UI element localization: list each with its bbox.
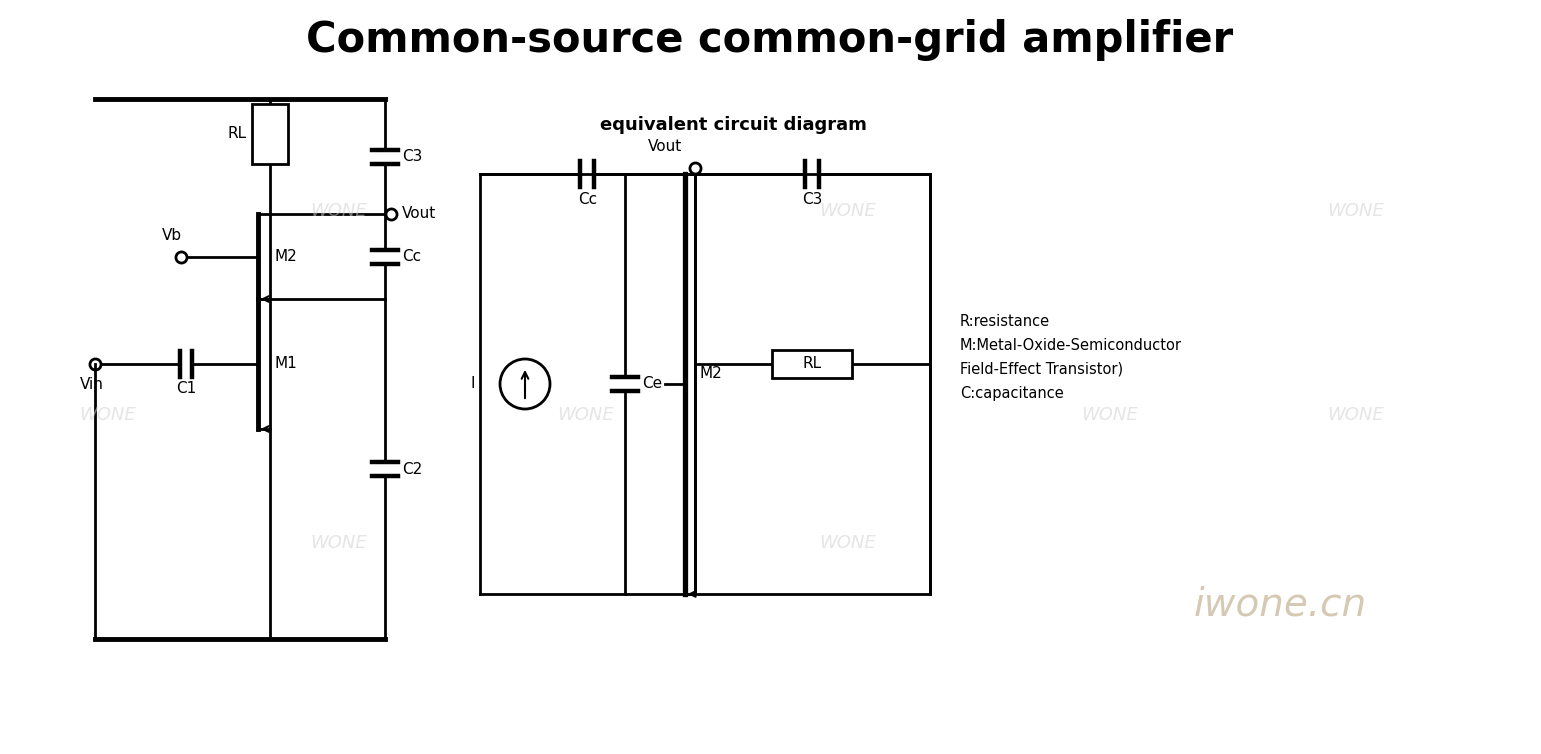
Text: Vout: Vout bbox=[647, 139, 683, 154]
Text: C1: C1 bbox=[176, 381, 197, 396]
Text: C3: C3 bbox=[402, 149, 422, 164]
Text: Cc: Cc bbox=[402, 249, 421, 264]
Text: RL: RL bbox=[803, 357, 821, 372]
Text: M2: M2 bbox=[274, 249, 297, 264]
Text: Vin: Vin bbox=[80, 377, 103, 392]
Bar bbox=[253, 104, 288, 164]
Text: WONE: WONE bbox=[1328, 202, 1384, 220]
Text: I: I bbox=[470, 376, 475, 391]
Text: M1: M1 bbox=[274, 357, 297, 372]
Text: Vb: Vb bbox=[162, 228, 182, 244]
Text: WONE: WONE bbox=[80, 406, 136, 424]
Text: M2: M2 bbox=[700, 366, 723, 382]
Text: RL: RL bbox=[228, 127, 247, 142]
Text: M:Metal-Oxide-Semiconductor: M:Metal-Oxide-Semiconductor bbox=[960, 338, 1182, 353]
Text: iwone.cn: iwone.cn bbox=[1193, 586, 1367, 624]
Text: equivalent circuit diagram: equivalent circuit diagram bbox=[599, 116, 868, 134]
Text: C3: C3 bbox=[803, 192, 823, 207]
Text: WONE: WONE bbox=[311, 202, 367, 220]
Circle shape bbox=[499, 359, 550, 409]
Text: C:capacitance: C:capacitance bbox=[960, 386, 1063, 401]
Text: Ce: Ce bbox=[643, 376, 663, 391]
Text: WONE: WONE bbox=[820, 202, 875, 220]
Text: WONE: WONE bbox=[820, 534, 875, 552]
Text: WONE: WONE bbox=[1082, 406, 1137, 424]
Text: WONE: WONE bbox=[558, 406, 613, 424]
Text: Field-Effect Transistor): Field-Effect Transistor) bbox=[960, 362, 1123, 377]
Text: C2: C2 bbox=[402, 461, 422, 477]
Text: Cc: Cc bbox=[578, 192, 596, 207]
Bar bbox=[772, 350, 852, 378]
Text: Vout: Vout bbox=[402, 207, 436, 222]
Text: WONE: WONE bbox=[1328, 406, 1384, 424]
Text: Common-source common-grid amplifier: Common-source common-grid amplifier bbox=[307, 19, 1233, 61]
Text: WONE: WONE bbox=[311, 534, 367, 552]
Text: R:resistance: R:resistance bbox=[960, 314, 1049, 329]
